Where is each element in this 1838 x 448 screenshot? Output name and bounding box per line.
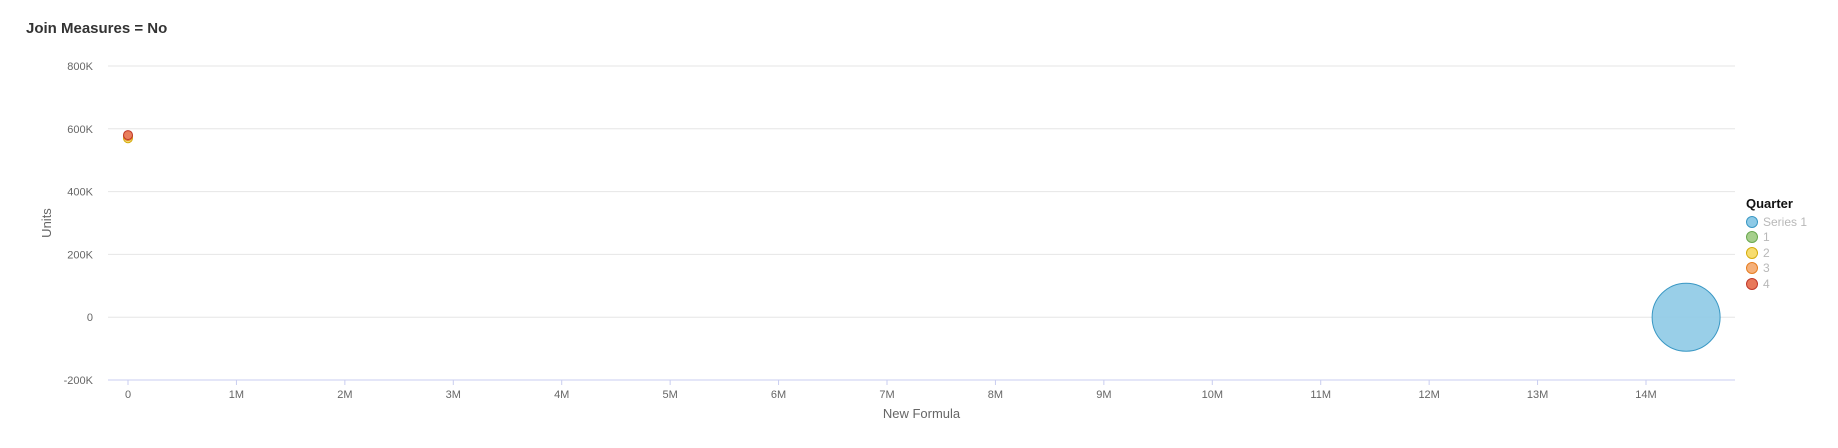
- legend-swatch: [1746, 231, 1758, 244]
- legend-item[interactable]: Series 1: [1746, 214, 1807, 230]
- y-axis-ticks: -200K 0 200K 400K 600K 800K: [64, 61, 94, 387]
- legend-label: 4: [1763, 276, 1770, 291]
- legend-label: Series 1: [1763, 214, 1808, 229]
- legend-item[interactable]: 3: [1746, 261, 1807, 277]
- data-points: [123, 130, 1721, 352]
- x-tick-label: 4M: [554, 389, 569, 401]
- y-tick-label: 400K: [67, 187, 93, 199]
- legend-label: 3: [1763, 261, 1770, 276]
- grid-lines: [108, 65, 1735, 381]
- data-point-series-series-1[interactable]: [1651, 282, 1721, 352]
- x-tick-label: 3M: [446, 389, 461, 401]
- x-tick-label: 13M: [1527, 389, 1548, 401]
- x-tick-label: 8M: [988, 389, 1003, 401]
- data-point-series-4[interactable]: [123, 130, 133, 141]
- legend-item[interactable]: 4: [1746, 276, 1807, 292]
- x-axis-label: New Formula: [883, 406, 961, 421]
- x-tick-label: 9M: [1096, 389, 1111, 401]
- x-axis-ticks: 0 1M 2M 3M 4M 5M 6M 7M 8M 9M 10M 11M 12M 13M 14M: [125, 380, 1657, 401]
- legend-swatch: [1746, 246, 1758, 259]
- y-tick-label: -200K: [64, 375, 94, 387]
- x-tick-label: 1M: [229, 389, 244, 401]
- legend-item[interactable]: 1: [1746, 230, 1807, 246]
- x-tick-label: 5M: [663, 389, 678, 401]
- x-tick-label: 6M: [771, 389, 786, 401]
- x-tick-label: 14M: [1635, 389, 1656, 401]
- y-tick-label: 0: [87, 312, 93, 324]
- y-tick-label: 800K: [67, 61, 93, 73]
- x-tick-label: 12M: [1418, 389, 1439, 401]
- legend-swatch: [1746, 262, 1758, 275]
- x-tick-label: 2M: [337, 389, 352, 401]
- chart-title: Join Measures = No: [26, 20, 168, 37]
- legend-title: Quarter: [1746, 196, 1793, 211]
- y-tick-label: 600K: [67, 124, 93, 136]
- x-tick-label: 10M: [1202, 389, 1223, 401]
- legend-swatch: [1746, 277, 1758, 290]
- x-tick-label: 7M: [879, 389, 894, 401]
- y-axis-label: Units: [39, 208, 54, 238]
- legend-item[interactable]: 2: [1746, 245, 1807, 261]
- y-tick-label: 200K: [67, 249, 93, 261]
- legend-label: 2: [1763, 245, 1770, 260]
- x-tick-label: 11M: [1310, 389, 1331, 401]
- x-tick-label: 0: [125, 389, 131, 401]
- legend-swatch: [1746, 215, 1758, 228]
- legend-label: 1: [1763, 230, 1770, 245]
